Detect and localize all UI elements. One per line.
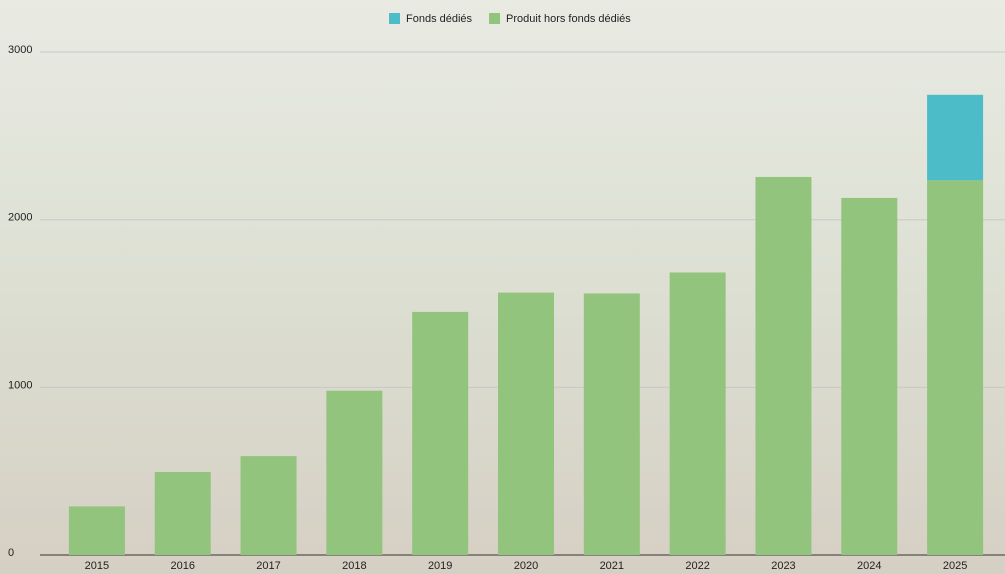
legend-label: Produit hors fonds dédiés [506, 13, 631, 25]
legend-swatch [489, 13, 500, 24]
x-tick-label: 2016 [170, 560, 194, 572]
y-tick-label: 2000 [8, 212, 32, 224]
x-tick-label: 2015 [85, 560, 109, 572]
x-tick-label: 2024 [857, 560, 881, 572]
bar [927, 180, 983, 555]
x-tick-label: 2023 [771, 560, 795, 572]
y-tick-label: 1000 [8, 379, 32, 391]
x-tick-label: 2022 [685, 560, 709, 572]
x-tick-label: 2025 [943, 560, 967, 572]
x-tick-label: 2018 [342, 560, 366, 572]
bar [498, 293, 554, 555]
y-tick-label: 0 [8, 547, 14, 559]
bar [670, 273, 726, 555]
x-tick-label: 2017 [256, 560, 280, 572]
bar [755, 177, 811, 555]
chart: 0 1000 2000 3000 Fonds dédiés Produit hors fo… [0, 0, 1005, 574]
bar [412, 312, 468, 555]
y-tick-label: 3000 [8, 44, 32, 56]
x-tick-label: 2021 [600, 560, 624, 572]
bar [155, 472, 211, 555]
bar [326, 391, 382, 555]
legend-label: Fonds dédiés [406, 13, 473, 25]
x-tick-label: 2019 [428, 560, 452, 572]
bar [584, 293, 640, 555]
bar [69, 506, 125, 555]
bar [241, 456, 297, 555]
bar [841, 198, 897, 555]
legend-swatch [389, 13, 400, 24]
bar [927, 95, 983, 181]
x-tick-label: 2020 [514, 560, 538, 572]
